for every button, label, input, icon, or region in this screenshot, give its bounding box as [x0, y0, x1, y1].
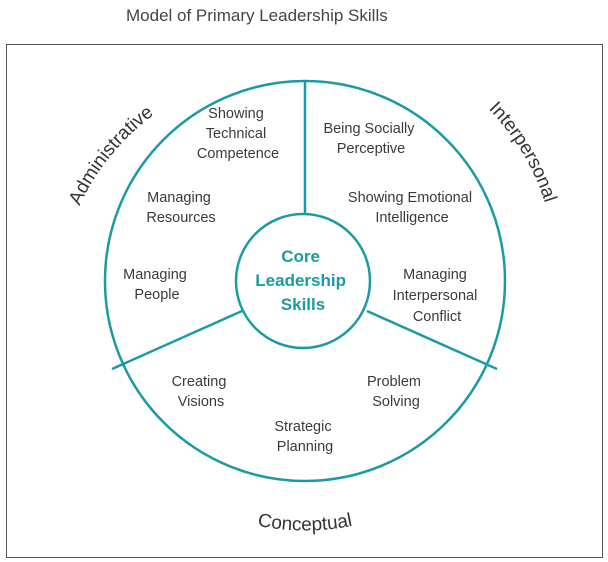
- skill-showing-technical-competence: Showing Technical Competence: [197, 106, 279, 162]
- core-label-line-3: Skills: [281, 295, 325, 314]
- skill-showing-emotional-intelligence: Showing Emotional Intelligence: [348, 190, 476, 226]
- divider-left: [111, 309, 243, 371]
- skill-managing-interpersonal-conflict: Managing Interpersonal Conflict: [393, 267, 482, 325]
- skill-creating-visions: Creating Visions: [172, 374, 231, 410]
- skill-managing-people: Managing People: [123, 267, 191, 303]
- svg-text:Core Leadership Skills: Core Leadership Skills: [255, 247, 350, 314]
- skill-managing-resources: Managing Resources: [146, 190, 215, 226]
- core-circle: [234, 212, 372, 350]
- skill-being-socially-perceptive: Being Socially Perceptive: [323, 121, 418, 157]
- skill-problem-solving: Problem Solving: [367, 374, 425, 410]
- category-administrative-label: Administrative: [65, 102, 157, 209]
- diagram-title: Model of Primary Leadership Skills: [126, 6, 388, 25]
- category-interpersonal-label: Interpersonal: [485, 98, 561, 205]
- core-label-line-2: Leadership: [255, 271, 346, 290]
- divider-right: [366, 309, 498, 371]
- category-conceptual-label: Conceptual: [256, 510, 354, 536]
- core-label-line-1: Core: [281, 247, 320, 266]
- skill-strategic-planning: Strategic Planning: [274, 419, 335, 455]
